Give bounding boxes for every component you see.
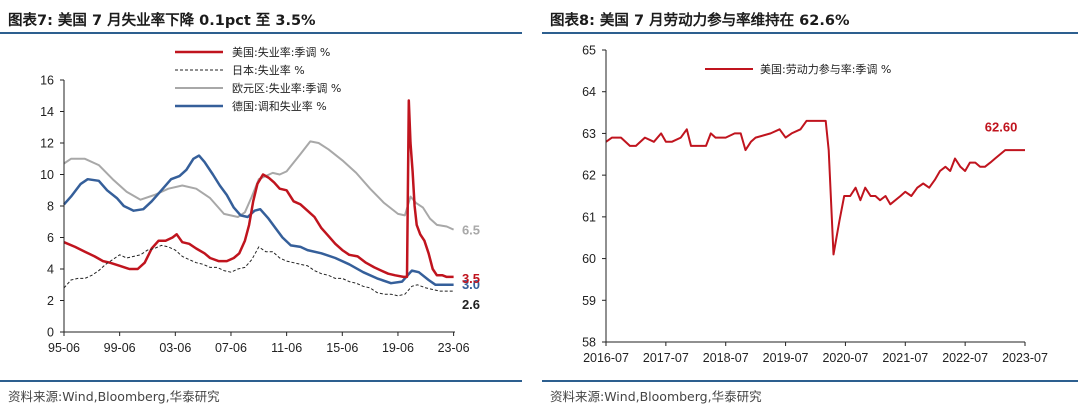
right-source-note: 资料来源:Wind,Bloomberg,华泰研究	[550, 389, 762, 404]
left-y-tick-label: 6	[47, 231, 54, 245]
left-legend-label: 美国:失业率:季调 %	[232, 45, 330, 59]
left-end-label-3-5: 3.5	[462, 271, 480, 286]
left-source-note: 资料来源:Wind,Bloomberg,华泰研究	[8, 389, 220, 404]
right-figure-title: 图表8: 美国 7 月劳动力参与率维持在 62.6%	[550, 13, 850, 29]
left-figure-title: 图表7: 美国 7 月失业率下降 0.1pct 至 3.5%	[8, 13, 316, 29]
left-y-tick-label: 10	[40, 168, 54, 182]
left-y-tick-label: 0	[47, 326, 54, 340]
right-x-tick-label: 2016-07	[583, 351, 629, 365]
unemployment-line-chart: 0 2 4 6 8 10 12 14 16 95-06 99-06 03-06 07-06 11-06 15…	[40, 45, 480, 355]
left-title-rule	[0, 32, 522, 34]
right-series-line	[605, 119, 1025, 256]
left-x-tick-label: 15-06	[326, 341, 358, 355]
right-y-tick-label: 61	[582, 210, 596, 224]
left-series-line-6-5	[63, 140, 455, 231]
right-x-tick-label: 2020-07	[822, 351, 868, 365]
right-end-value-label: 62.60	[985, 119, 1018, 134]
left-series-line-3-0	[63, 154, 454, 287]
left-y-tick-label: 14	[40, 105, 54, 119]
left-end-label-2-6: 2.6	[462, 297, 480, 312]
right-y-tick-label: 62	[582, 169, 596, 183]
left-x-tick-label: 07-06	[215, 341, 247, 355]
left-x-tick-label: 11-06	[271, 341, 302, 355]
left-legend: 美国:失业率:季调 % 日本:失业率 % 欧元区:失业率:季调 % 德国:调和失业率 …	[175, 45, 341, 113]
left-x-tick-label: 19-06	[382, 341, 414, 355]
left-series-line-2-6	[63, 244, 454, 297]
right-y-tick-label: 58	[582, 336, 596, 350]
left-legend-label: 德国:调和失业率 %	[232, 99, 327, 113]
left-y-tick-label: 12	[40, 137, 54, 151]
right-legend: 美国:劳动力参与率:季调 %	[705, 62, 891, 76]
left-x-tick-label: 95-06	[48, 341, 80, 355]
left-legend-label: 欧元区:失业率:季调 %	[232, 81, 341, 95]
right-y-tick-label: 59	[582, 294, 596, 308]
right-legend-label: 美国:劳动力参与率:季调 %	[760, 62, 891, 76]
right-y-tick-label: 64	[582, 85, 596, 99]
right-x-tick-label: 2017-07	[643, 351, 689, 365]
left-x-tick-label: 03-06	[159, 341, 191, 355]
right-x-tick-label: 2021-07	[882, 351, 928, 365]
left-end-label-6-5: 6.5	[462, 223, 480, 238]
left-end-label-3-0: 3.0	[462, 277, 480, 292]
left-series-line-3-5	[63, 99, 454, 279]
left-x-tick-label: 99-06	[104, 341, 136, 355]
right-y-tick-label: 65	[582, 44, 596, 58]
right-x-tick-label: 2019-07	[763, 351, 809, 365]
participation-panel: 图表8: 美国 7 月劳动力参与率维持在 62.6% 58 59 60 61 62 63 6…	[542, 0, 1080, 414]
left-source-rule	[0, 380, 522, 382]
participation-line-chart: 58 59 60 61 62 63 64 65 2016-07 2017-07 2018-07 201…	[582, 44, 1048, 366]
right-title-rule	[542, 32, 1078, 34]
left-x-tick-label: 23-06	[438, 341, 470, 355]
left-y-tick-label: 8	[47, 200, 54, 214]
right-x-tick-label: 2018-07	[703, 351, 749, 365]
right-source-rule	[542, 380, 1078, 382]
right-x-tick-label: 2023-07	[1002, 351, 1048, 365]
left-legend-label: 日本:失业率 %	[232, 63, 305, 77]
right-y-tick-label: 60	[582, 252, 596, 266]
right-y-tick-label: 63	[582, 127, 596, 141]
unemployment-panel: 图表7: 美国 7 月失业率下降 0.1pct 至 3.5% 0 2 4 6 8 10 12…	[0, 0, 530, 414]
left-y-tick-label: 2	[47, 294, 54, 308]
left-y-tick-label: 16	[40, 74, 54, 88]
left-y-tick-label: 4	[47, 263, 54, 277]
right-x-tick-label: 2022-07	[942, 351, 988, 365]
